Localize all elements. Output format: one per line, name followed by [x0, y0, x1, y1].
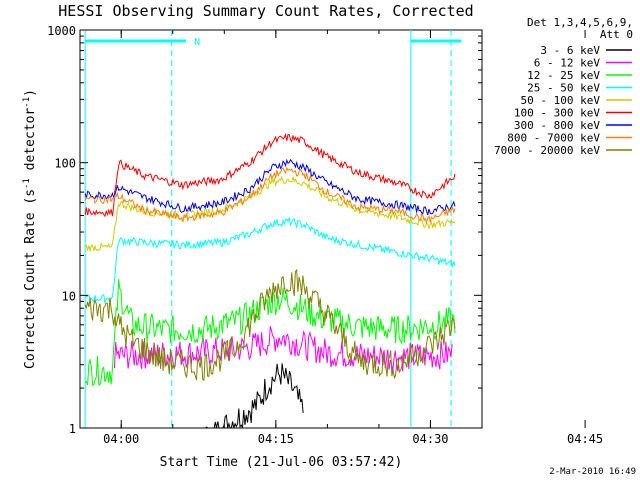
- x-tick-label: 04:45: [567, 432, 603, 446]
- legend-label: 100 - 300 keV: [514, 107, 600, 120]
- series-line: [113, 326, 453, 372]
- y-tick-label: 10: [62, 289, 76, 303]
- y-label-tail: detector: [23, 108, 38, 179]
- x-tick-label: 04:30: [412, 432, 448, 446]
- y-axis-label: Corrected Count Rate (s-1 detector-1): [22, 89, 38, 369]
- legend-label: 25 - 50 keV: [527, 82, 600, 95]
- y-label-end: ): [23, 89, 38, 97]
- series-line: [84, 268, 456, 382]
- y-tick-label: 1: [69, 422, 76, 436]
- timestamp: 2-Mar-2010 16:49: [549, 467, 636, 477]
- legend-header-line-1: Det 1,3,4,5,6,9,: [527, 16, 633, 29]
- y-label-main: Corrected Count Rate (s: [23, 189, 38, 369]
- series-line: [84, 175, 456, 252]
- legend-label: 12 - 25 keV: [527, 69, 600, 82]
- plot-frame: [79, 29, 483, 429]
- legend-label: 800 - 7000 keV: [507, 132, 600, 145]
- x-tick-label: 04:15: [258, 432, 294, 446]
- series-line: [84, 279, 456, 386]
- legend-label: 6 - 12 keV: [534, 57, 601, 70]
- y-label-sup2: -1: [22, 97, 32, 108]
- legend-header: Det 1,3,4,5,6,9, Att 0: [527, 16, 633, 41]
- y-label-sup: -1: [22, 178, 32, 189]
- legend-label: 50 - 100 keV: [521, 94, 601, 107]
- y-tick-label: 100: [54, 157, 76, 171]
- series-line: [84, 216, 456, 305]
- legend-label: 3 - 6 keV: [540, 44, 600, 57]
- axis-ticks: 04:0004:1504:3004:4505:0005:1505:3011010…: [47, 24, 603, 446]
- series-line: [84, 132, 456, 218]
- chart-title: HESSI Observing Summary Count Rates, Cor…: [58, 2, 473, 20]
- y-tick-label: 1000: [47, 24, 76, 38]
- series-line: [80, 363, 304, 428]
- legend-label: 300 - 800 keV: [514, 119, 600, 132]
- series-line: [84, 158, 456, 216]
- series-line: [84, 166, 456, 225]
- series-layer: [80, 132, 456, 428]
- x-axis-label: Start Time (21-Jul-06 03:57:42): [160, 455, 403, 470]
- legend-label: 7000 - 20000 keV: [494, 144, 600, 157]
- plot-area: N 04:0004:1504:3004:4505:0005:1505:30110…: [47, 24, 603, 446]
- night-flag-label: N: [194, 37, 200, 48]
- markers: N: [84, 30, 462, 428]
- legend-header-line-2: Att 0: [600, 28, 633, 41]
- x-tick-label: 04:00: [103, 432, 139, 446]
